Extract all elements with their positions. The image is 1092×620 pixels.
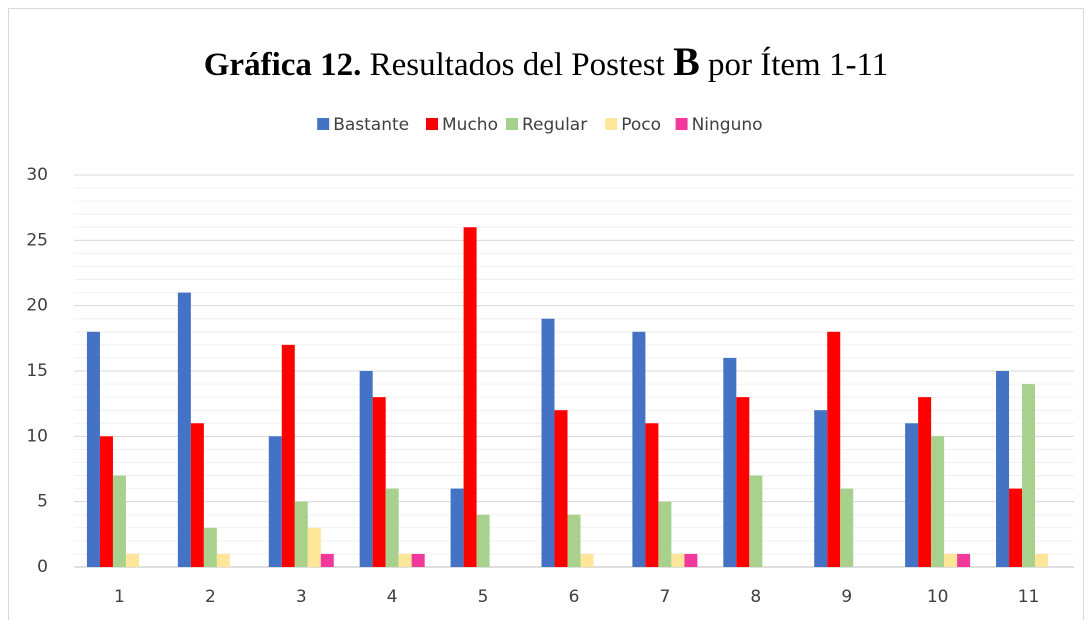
bar <box>450 488 464 567</box>
title-part: por Ítem 1-11 <box>708 47 889 83</box>
bar <box>294 501 308 567</box>
bar <box>736 397 750 567</box>
x-tick-label: 3 <box>296 587 307 607</box>
bar <box>658 501 672 567</box>
bar <box>840 488 854 567</box>
x-tick-label: 4 <box>387 587 398 607</box>
x-tick-label: 7 <box>659 587 670 607</box>
bar <box>463 227 477 567</box>
legend-label: Mucho <box>442 115 498 135</box>
legend-swatch <box>605 118 618 130</box>
bar <box>203 527 217 567</box>
bar <box>125 553 139 567</box>
bar <box>567 514 581 567</box>
x-tick-label: 9 <box>841 587 852 607</box>
legend-swatch <box>317 118 330 130</box>
bar <box>398 553 412 567</box>
bar <box>944 553 958 567</box>
bar <box>281 344 295 567</box>
y-tick-label: 15 <box>26 361 48 381</box>
title-part: Resultados del Postest <box>369 47 665 83</box>
bar <box>632 331 646 567</box>
y-tick-label: 20 <box>26 296 48 316</box>
bar <box>385 488 399 567</box>
legend-label: Poco <box>621 115 661 135</box>
legend-swatch <box>675 118 688 130</box>
x-tick-label: 6 <box>569 587 580 607</box>
bar <box>99 436 113 567</box>
bar <box>723 357 737 567</box>
bar <box>177 292 191 567</box>
bar <box>645 423 659 567</box>
bar <box>814 410 828 567</box>
x-tick-label: 5 <box>478 587 489 607</box>
bar <box>931 436 945 567</box>
chart-title: Gráfica 12. Resultados del Postest B por… <box>0 38 1092 85</box>
y-tick-label: 5 <box>37 492 48 512</box>
bar <box>749 475 763 567</box>
bar <box>86 331 100 567</box>
bar <box>905 423 919 567</box>
legend-label: Bastante <box>333 115 409 135</box>
bar <box>580 553 594 567</box>
bar <box>268 436 282 567</box>
bar <box>372 397 386 567</box>
y-tick-label: 0 <box>37 557 48 577</box>
bar <box>554 410 568 567</box>
y-tick-label: 25 <box>26 230 48 250</box>
bar <box>1035 553 1049 567</box>
legend-label: Regular <box>522 115 587 135</box>
bar <box>112 475 126 567</box>
chart-border <box>8 8 1084 620</box>
bar <box>541 318 555 567</box>
bar <box>411 553 425 567</box>
legend-swatch <box>506 118 518 130</box>
bar <box>1009 488 1023 567</box>
legend-swatch <box>426 118 438 130</box>
bar <box>190 423 204 567</box>
bar <box>320 553 334 567</box>
bar <box>918 397 932 567</box>
bar <box>307 527 321 567</box>
bar <box>1022 384 1036 567</box>
bar <box>827 331 841 567</box>
legend-label: Ninguno <box>692 115 763 135</box>
x-tick-label: 1 <box>114 587 125 607</box>
bar <box>671 553 685 567</box>
y-tick-label: 30 <box>26 165 48 185</box>
title-part: Gráfica 12. <box>203 47 362 83</box>
bar <box>684 553 698 567</box>
title-part: B <box>673 39 700 84</box>
bar <box>996 371 1010 567</box>
bar <box>216 553 230 567</box>
bar <box>476 514 490 567</box>
x-tick-label: 8 <box>750 587 761 607</box>
x-tick-label: 2 <box>205 587 216 607</box>
bar <box>957 553 971 567</box>
y-tick-label: 10 <box>26 426 48 446</box>
bar <box>359 371 373 567</box>
x-tick-label: 10 <box>927 587 949 607</box>
x-tick-label: 11 <box>1018 587 1040 607</box>
